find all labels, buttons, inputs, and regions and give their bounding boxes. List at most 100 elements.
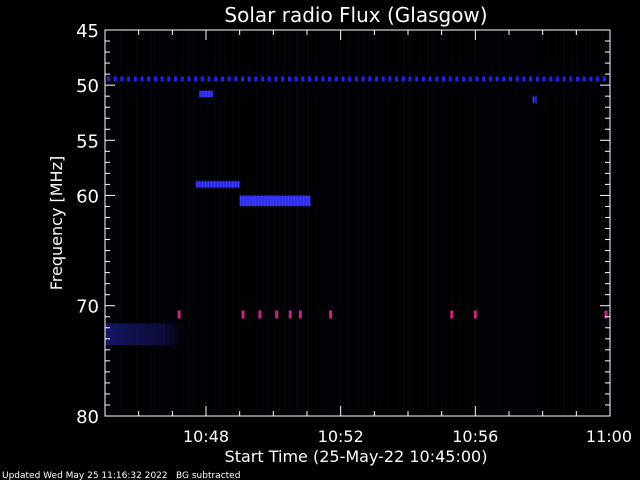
emission-line-dot (241, 76, 244, 82)
emission-line-dot (301, 76, 305, 82)
burst-texture (219, 180, 222, 189)
burst-texture (272, 194, 275, 207)
emission-line-dot (602, 76, 606, 82)
burst-texture (228, 180, 231, 189)
noise-streak (159, 31, 161, 415)
burst-texture (293, 194, 296, 207)
interference-spike (473, 310, 477, 319)
noise-streak (193, 31, 195, 415)
emission-line-dot (475, 76, 479, 82)
noise-streak (274, 31, 276, 415)
noise-streak (163, 31, 165, 415)
emission-line-dot (589, 76, 593, 82)
noise-streak (374, 31, 376, 415)
noise-streak (388, 31, 390, 415)
emission-line-dot (334, 76, 338, 82)
emission-line-dot (127, 76, 131, 82)
y-tick-label: 70 (76, 297, 99, 318)
emission-line-dot (381, 76, 385, 82)
burst-texture (248, 194, 251, 207)
emission-line-dot (368, 76, 372, 82)
noise-streak (205, 31, 207, 415)
emission-line-dot (180, 76, 184, 82)
emission-line-dot (153, 76, 157, 82)
noise-streak (538, 31, 540, 415)
x-tick-label: 10:48 (183, 427, 229, 446)
burst-texture (202, 90, 204, 98)
noise-streak (554, 31, 556, 415)
emission-line-dot (281, 76, 285, 82)
noise-streak (446, 31, 448, 415)
emission-line-dot (227, 76, 231, 82)
burst-texture (287, 194, 290, 207)
noise-streak (589, 31, 591, 415)
noise-streak (136, 31, 138, 415)
emission-line-dot (596, 76, 600, 82)
noise-streak (150, 31, 152, 415)
y-tick-label: 55 (76, 131, 99, 152)
burst-texture (299, 194, 302, 207)
noise-streak (283, 31, 285, 415)
noise-streak (397, 31, 399, 415)
emission-line-dot (408, 76, 412, 82)
noise-streak (267, 31, 269, 415)
burst-texture (302, 194, 305, 207)
spectrogram-layer (105, 30, 610, 416)
noise-streak (232, 31, 234, 415)
burst-texture (284, 194, 287, 207)
emission-line-dot (174, 76, 177, 82)
burst-texture (204, 180, 207, 189)
emission-line-dot (542, 76, 546, 82)
noise-streak (433, 31, 435, 415)
burst-texture (195, 180, 198, 189)
burst-texture (257, 194, 260, 207)
noise-streak (108, 31, 110, 415)
emission-line-dot (442, 76, 445, 82)
emission-line-dot (314, 76, 318, 82)
emission-line-dot (287, 76, 291, 82)
emission-line-dot (167, 76, 171, 82)
burst-texture (213, 180, 216, 189)
interference-spike (177, 310, 181, 319)
emission-line-dot (388, 76, 392, 82)
emission-line-dot (120, 76, 124, 82)
emission-line-dot (428, 76, 432, 82)
noise-streak (261, 31, 263, 415)
plot-background (105, 30, 610, 416)
emission-line-dot (462, 76, 466, 82)
interference-spike (288, 310, 292, 319)
noise-streak (499, 31, 501, 415)
burst-texture (231, 180, 234, 189)
updated-timestamp: Updated Wed May 25 11:16:32 2022 (2, 471, 168, 480)
noise-streak (339, 31, 341, 415)
noise-streak (307, 31, 309, 415)
burst-texture (281, 194, 284, 207)
noise-streak (368, 31, 370, 415)
interference-spike (450, 310, 454, 319)
emission-line-dot (562, 76, 566, 82)
burst-texture (296, 194, 299, 207)
noise-streak (154, 31, 156, 415)
burst-feature-2 (532, 96, 536, 103)
interference-spike (604, 310, 608, 319)
emission-line-dot (140, 76, 144, 82)
emission-line-dot (555, 76, 559, 82)
noise-streak (247, 31, 249, 415)
burst-texture (225, 180, 228, 189)
burst-texture (234, 180, 237, 189)
noise-streak (441, 31, 443, 415)
noise-streak (458, 31, 460, 415)
burst-texture (222, 180, 225, 189)
burst-texture (237, 180, 240, 189)
noise-streak (403, 31, 405, 415)
burst-texture (239, 194, 242, 207)
burst-texture (260, 194, 263, 207)
x-axis-label: Start Time (25-May-22 10:45:00) (225, 447, 488, 466)
noise-streak (516, 31, 518, 415)
emission-line-dot (194, 76, 198, 82)
noise-streak (418, 31, 420, 415)
emission-line-dot (535, 76, 539, 82)
noise-streak (301, 31, 303, 415)
burst-texture (275, 194, 278, 207)
noise-streak (546, 31, 548, 415)
